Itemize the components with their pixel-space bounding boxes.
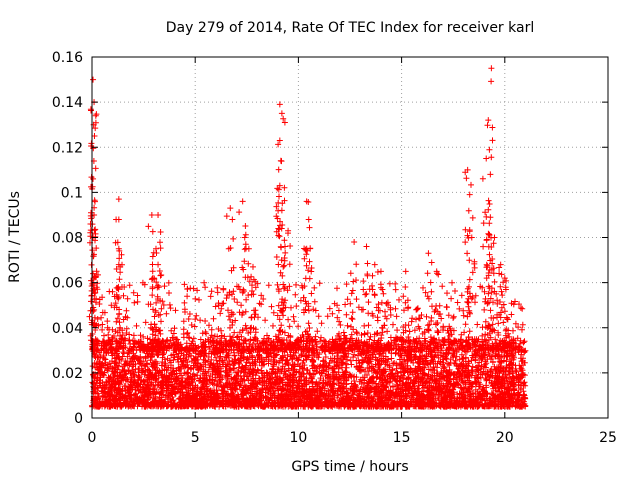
data-point	[468, 234, 475, 241]
data-point	[227, 205, 234, 212]
data-point	[351, 239, 358, 246]
data-point	[277, 157, 284, 164]
data-point	[285, 227, 292, 234]
data-point-cloud	[86, 78, 529, 410]
data-point	[229, 216, 236, 223]
data-point	[497, 261, 504, 268]
x-tick-label: 25	[599, 430, 617, 446]
data-point	[150, 275, 157, 282]
data-point	[501, 275, 508, 282]
data-point	[90, 175, 97, 182]
x-tick-label: 5	[191, 430, 200, 446]
data-point	[241, 234, 248, 241]
data-point	[155, 211, 162, 218]
y-tick-label: 0.1	[61, 185, 83, 201]
data-point	[90, 270, 97, 277]
plot-border	[91, 56, 609, 419]
data-point	[276, 137, 283, 144]
data-point	[90, 76, 97, 83]
data-point	[303, 245, 310, 252]
data-point	[155, 261, 162, 268]
x-tick-label: 10	[289, 430, 307, 446]
data-point	[303, 198, 310, 205]
data-point	[491, 234, 498, 241]
data-point	[464, 166, 471, 173]
data-point	[483, 155, 490, 162]
data-point	[363, 243, 370, 250]
data-point	[239, 198, 246, 205]
y-tick-label: 0.16	[52, 50, 83, 66]
y-tick-label: 0.14	[52, 95, 83, 111]
data-point	[115, 261, 122, 268]
data-point	[115, 245, 122, 252]
x-tick-label: 0	[88, 430, 97, 446]
data-point	[433, 268, 440, 275]
y-tick-label: 0.12	[52, 140, 83, 156]
data-point	[488, 65, 495, 72]
y-tick-label: 0.04	[52, 321, 83, 337]
y-tick-label: 0	[74, 411, 83, 427]
data-point	[485, 117, 492, 124]
grid-layer	[92, 57, 608, 418]
axis-ticks: 0 0.02 0.04 0.06 0.08 0.1 0.12 0.14 0.16 0 5 10 15 20…	[52, 50, 617, 446]
data-point	[115, 196, 122, 203]
data-point	[152, 245, 159, 252]
data-point	[425, 250, 432, 257]
data-point	[249, 263, 256, 270]
data-point	[276, 182, 283, 189]
x-axis-label: GPS time / hours	[291, 459, 408, 475]
y-tick-label: 0.08	[52, 231, 83, 247]
data-point	[148, 211, 155, 218]
data-point	[466, 191, 473, 198]
data-point	[487, 171, 494, 178]
y-tick-label: 0.02	[52, 366, 83, 382]
data-point	[278, 207, 285, 214]
chart-title: Day 279 of 2014, Rate Of TEC Index for r…	[166, 20, 534, 36]
data-point	[402, 268, 409, 275]
y-axis-label: ROTI / TECUs	[7, 191, 23, 283]
data-point	[487, 214, 494, 221]
data-points	[86, 65, 529, 410]
data-point	[305, 216, 312, 223]
y-tick-label: 0.06	[52, 276, 83, 292]
data-point	[278, 110, 285, 117]
data-point	[276, 101, 283, 108]
data-point	[115, 216, 122, 223]
x-tick-label: 20	[496, 430, 514, 446]
data-point	[245, 245, 252, 252]
x-tick-label: 15	[393, 430, 411, 446]
data-point	[371, 261, 378, 268]
data-point	[377, 268, 384, 275]
